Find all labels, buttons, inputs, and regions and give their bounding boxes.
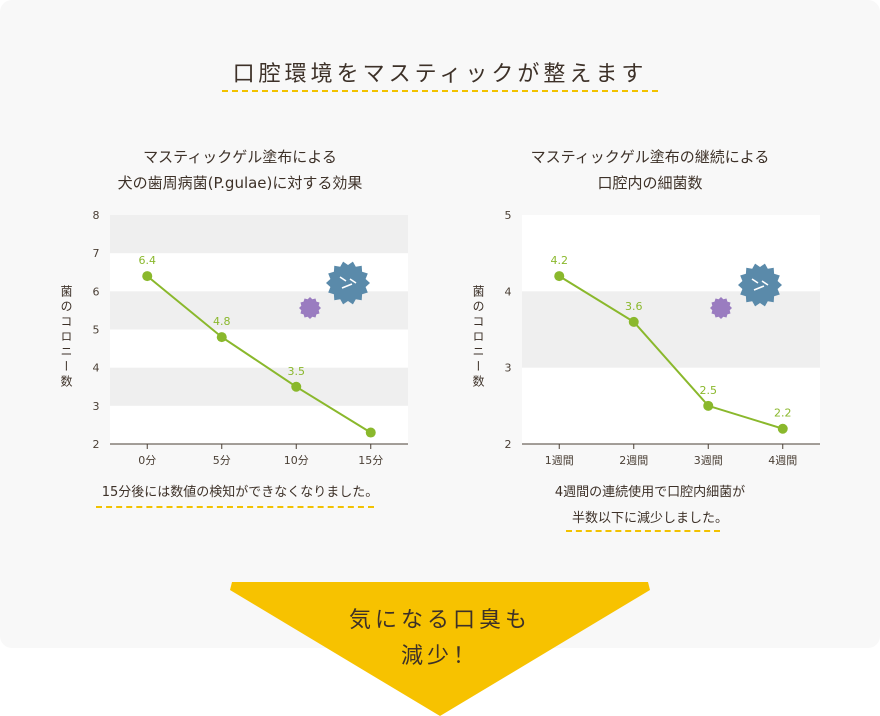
chart-2-germ-large [738,263,782,307]
chart-1-y-tick-label: 7 [93,247,100,260]
chart-2-data-label: 4.2 [551,254,569,267]
title-underline [222,90,658,92]
chart-2-data-point [703,400,714,411]
chart-2-series-line [558,275,784,430]
chart-1-band [110,215,408,254]
chart-2-note-line2: 半数以下に減少しました。 [571,511,728,526]
chart-2-data-label: 2.5 [700,384,718,397]
chart-1-y-tick-label: 3 [93,400,100,413]
chart-2-note-line1: 4週間の連続使用で口腔内細菌が [554,485,746,500]
chart-2-note-underline [566,530,720,532]
chart-1-y-tick-label: 6 [93,285,100,298]
callout-arrow-shape [230,582,650,716]
chart-2-data-point [628,316,639,327]
chart-1-note-underline [96,506,374,508]
chart-2-y-tick-label: 2 [505,438,512,451]
chart-1-band [110,367,408,406]
chart-2-band [522,291,820,368]
chart-2-x-tick-label: 2週間 [619,454,648,467]
chart-2-data-point [554,271,565,282]
chart-1-germ-small [299,297,321,319]
chart-1-data-label: 6.4 [139,254,157,267]
chart-1-title: マスティックゲル塗布による 犬の歯周病菌(P.gulae)に対する効果 [60,144,420,196]
chart-1-data-point [365,427,376,438]
chart-2-note: 4週間の連続使用で口腔内細菌が 半数以下に減少しました。 [460,480,840,532]
chart-1-x-tick-label: 15分 [358,454,383,467]
chart-2-x-tick-label: 1週間 [545,454,574,467]
chart-1-y-tick-label: 8 [93,209,100,222]
chart-2-data-label: 3.6 [625,300,643,313]
chart-2-germ-large-face [751,278,769,291]
chart-1-germ-large [326,261,370,305]
chart-2-x-tick-label: 3週間 [694,454,723,467]
chart-1-y-tick-label: 4 [93,362,100,375]
chart-1-data-point [142,271,153,282]
chart-1-data-label: 3.5 [288,365,306,378]
chart-1-germ-large-face [339,276,357,289]
chart-2-title: マスティックゲル塗布の継続による 口腔内の細菌数 [460,144,840,196]
chart-2-y-tick-label: 5 [505,209,512,222]
chart-1-title-line2: 犬の歯周病菌(P.gulae)に対する効果 [117,174,363,192]
chart-2-data-label: 2.2 [774,407,792,420]
page-title: 口腔環境をマスティックが整えます [232,62,648,87]
chart-1-y-tick-label: 2 [93,438,100,451]
chart-2-title-line1: マスティックゲル塗布の継続による [530,148,770,166]
chart-1-y-axis-label: 菌のコロニー数 [59,285,73,390]
chart-2-data-point [777,423,788,434]
chart-2-germ-small [710,297,732,319]
chart-1-title-line1: マスティックゲル塗布による [143,148,337,166]
chart-1-data-label: 4.8 [213,315,231,328]
chart-1-data-point [291,381,302,392]
chart-1-x-tick-label: 0分 [138,454,156,467]
chart-1-note: 15分後には数値の検知ができなくなりました。 [60,480,420,506]
chart-1-x-tick-label: 10分 [284,454,309,467]
chart-2-y-axis-label: 菌のコロニー数 [471,285,485,390]
chart-2-y-tick-label: 4 [505,285,512,298]
callout-line1: 気になる口臭も [348,608,531,633]
chart-2-title-line2: 口腔内の細菌数 [597,174,703,192]
callout-line2: 減少！ [400,644,479,669]
chart-2-x-tick-label: 4週間 [768,454,797,467]
chart-1-note-line1: 15分後には数値の検知ができなくなりました。 [101,485,379,500]
chart-1-x-tick-label: 5分 [213,454,231,467]
chart-1-y-tick-label: 5 [93,324,100,337]
chart-1-data-point [216,332,227,343]
chart-1-series-line [146,275,372,434]
chart-2-y-tick-label: 3 [505,362,512,375]
